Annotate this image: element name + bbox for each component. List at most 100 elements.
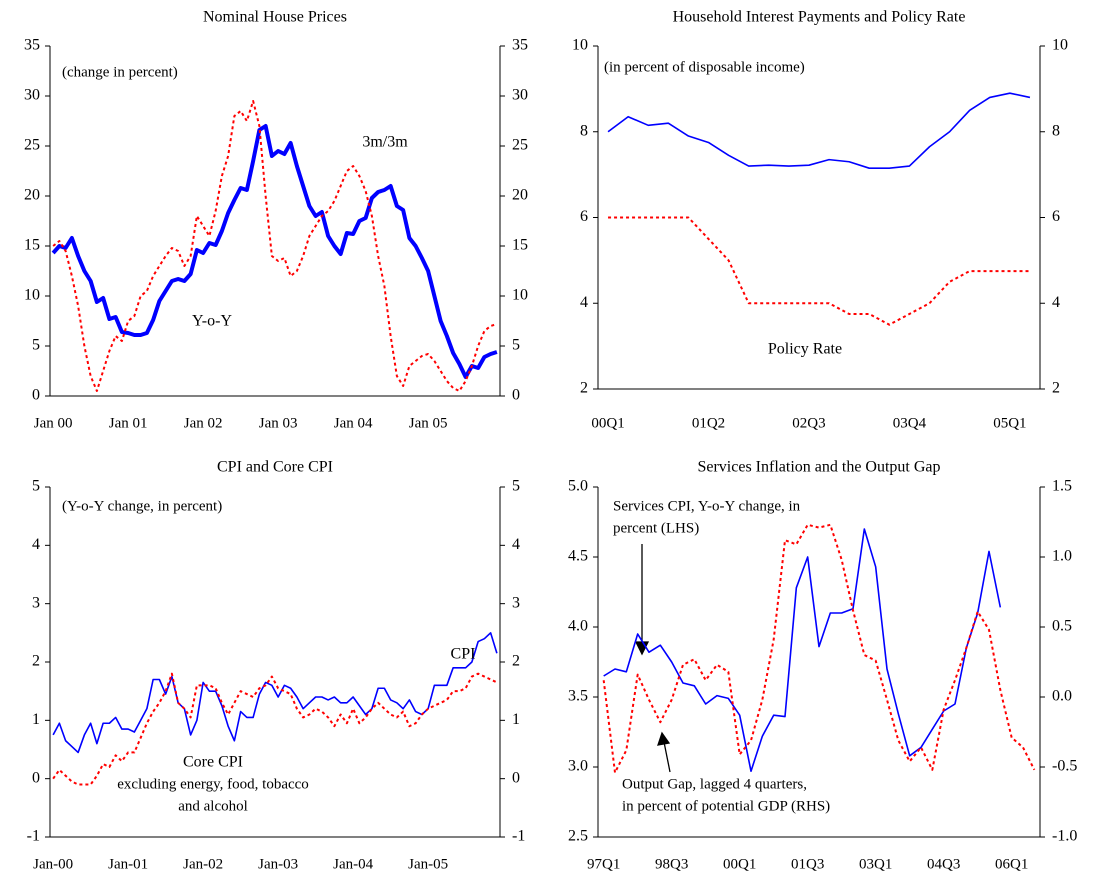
- arrows: [634, 544, 671, 773]
- series-label: Core CPI: [183, 754, 243, 771]
- series-line: [602, 523, 1036, 774]
- y-tick-label: 3.0: [568, 758, 588, 775]
- y2-tick-label: 0.5: [1052, 618, 1072, 635]
- y-tick-label: 5: [32, 337, 40, 354]
- y-tick-label: 5: [32, 478, 40, 495]
- y2-tick-label: 15: [512, 237, 528, 254]
- y2-tick-label: 10: [1052, 37, 1068, 54]
- x-tick-label: Jan-05: [408, 856, 448, 872]
- x-tick-label: 00Q1: [723, 856, 756, 872]
- y2-tick-label: 4: [512, 536, 520, 553]
- series-line: [52, 100, 498, 392]
- x-tick-label: Jan-03: [258, 856, 298, 872]
- y2-tick-label: 5: [512, 337, 520, 354]
- x-tick-label: Jan 02: [184, 415, 223, 431]
- x-tick-label: 04Q3: [927, 856, 960, 872]
- series-label: Y-o-Y: [192, 313, 232, 330]
- y-tick-label: 3.5: [568, 688, 588, 705]
- x-tick-label: Jan 01: [109, 415, 148, 431]
- y-tick-label: 4.5: [568, 548, 588, 565]
- series-label: Policy Rate: [768, 341, 842, 358]
- series-label: 3m/3m: [362, 134, 408, 151]
- y-tick-label: 0: [32, 769, 40, 786]
- x-tick-label: Jan 05: [409, 415, 448, 431]
- annotation: Output Gap, lagged 4 quarters,: [622, 776, 807, 792]
- chart-title: CPI and Core CPI: [217, 459, 333, 476]
- y2-tick-label: 5: [512, 478, 520, 495]
- x-tick-label: Jan 04: [334, 415, 373, 431]
- annotation: in percent of potential GDP (RHS): [622, 798, 830, 814]
- y-tick-label: 10: [24, 287, 40, 304]
- x-tick-label: 01Q3: [791, 856, 824, 872]
- y2-tick-label: -1.0: [1052, 828, 1077, 845]
- y2-tick-label: 30: [512, 87, 528, 104]
- y-tick-label: 2: [32, 653, 40, 670]
- series-line: [52, 672, 498, 786]
- y-tick-label: 6: [580, 208, 588, 225]
- y-tick-label: 35: [24, 37, 40, 54]
- y-tick-label: 2: [580, 380, 588, 397]
- x-tick-label: 02Q3: [792, 415, 825, 431]
- y2-tick-label: 35: [512, 37, 528, 54]
- y2-tick-label: 1.0: [1052, 548, 1072, 565]
- y-tick-label: 3: [32, 594, 40, 611]
- y2-tick-label: 10: [512, 287, 528, 304]
- x-tick-label: 05Q1: [993, 415, 1026, 431]
- y2-tick-label: 1: [512, 711, 520, 728]
- y2-tick-label: 2: [512, 653, 520, 670]
- x-tick-label: Jan-01: [108, 856, 148, 872]
- annotation: Services CPI, Y-o-Y change, in: [613, 498, 801, 514]
- y-tick-label: 4.0: [568, 618, 588, 635]
- y-tick-label: 5.0: [568, 478, 588, 495]
- series-line: [52, 632, 498, 754]
- y-tick-label: 0: [32, 387, 40, 404]
- y2-tick-label: 2: [1052, 380, 1060, 397]
- x-tick-label: 98Q3: [655, 856, 688, 872]
- y2-tick-label: 4: [1052, 294, 1060, 311]
- y-tick-label: 1: [32, 711, 40, 728]
- annotation: (in percent of disposable income): [604, 59, 805, 75]
- x-tick-label: 01Q2: [692, 415, 725, 431]
- annotation: and alcohol: [178, 798, 248, 814]
- y2-tick-label: 8: [1052, 122, 1060, 139]
- chart-title: Nominal House Prices: [203, 9, 347, 26]
- y2-tick-label: 0.0: [1052, 688, 1072, 705]
- y-tick-label: 4: [32, 536, 40, 553]
- y-tick-label: -1: [27, 828, 40, 845]
- y-tick-label: 25: [24, 137, 40, 154]
- x-tick-label: Jan-00: [33, 856, 73, 872]
- y2-tick-label: 0: [512, 387, 520, 404]
- series-line: [51, 124, 498, 379]
- y2-tick-label: -1: [512, 828, 525, 845]
- x-tick-label: Jan-02: [183, 856, 223, 872]
- y2-tick-label: 6: [1052, 208, 1060, 225]
- x-tick-label: Jan-04: [333, 856, 373, 872]
- y-tick-label: 30: [24, 87, 40, 104]
- chart-title: Household Interest Payments and Policy R…: [673, 9, 966, 26]
- x-tick-label: Jan 03: [259, 415, 298, 431]
- y2-tick-label: 1.5: [1052, 478, 1072, 495]
- x-tick-label: Jan 00: [34, 415, 73, 431]
- annotation: percent (LHS): [613, 520, 699, 536]
- y-tick-label: 8: [580, 122, 588, 139]
- y-tick-label: 2.5: [568, 828, 588, 845]
- arrow-head: [657, 731, 671, 746]
- y2-tick-label: 25: [512, 137, 528, 154]
- y-tick-label: 10: [572, 37, 588, 54]
- y-tick-label: 4: [580, 294, 588, 311]
- series-line: [603, 528, 1002, 772]
- x-tick-label: 03Q1: [859, 856, 892, 872]
- y2-tick-label: 3: [512, 594, 520, 611]
- series-label: CPI: [451, 646, 476, 663]
- x-tick-label: 03Q4: [893, 415, 927, 431]
- x-tick-label: 97Q1: [587, 856, 620, 872]
- annotation: (Y-o-Y change, in percent): [62, 498, 222, 514]
- x-tick-label: 06Q1: [995, 856, 1028, 872]
- y2-tick-label: 0: [512, 769, 520, 786]
- series-line: [607, 92, 1031, 169]
- y-tick-label: 20: [24, 187, 40, 204]
- arrow: [663, 741, 671, 773]
- y-tick-label: 15: [24, 237, 40, 254]
- y2-tick-label: 20: [512, 187, 528, 204]
- annotation: excluding energy, food, tobacco: [117, 776, 309, 792]
